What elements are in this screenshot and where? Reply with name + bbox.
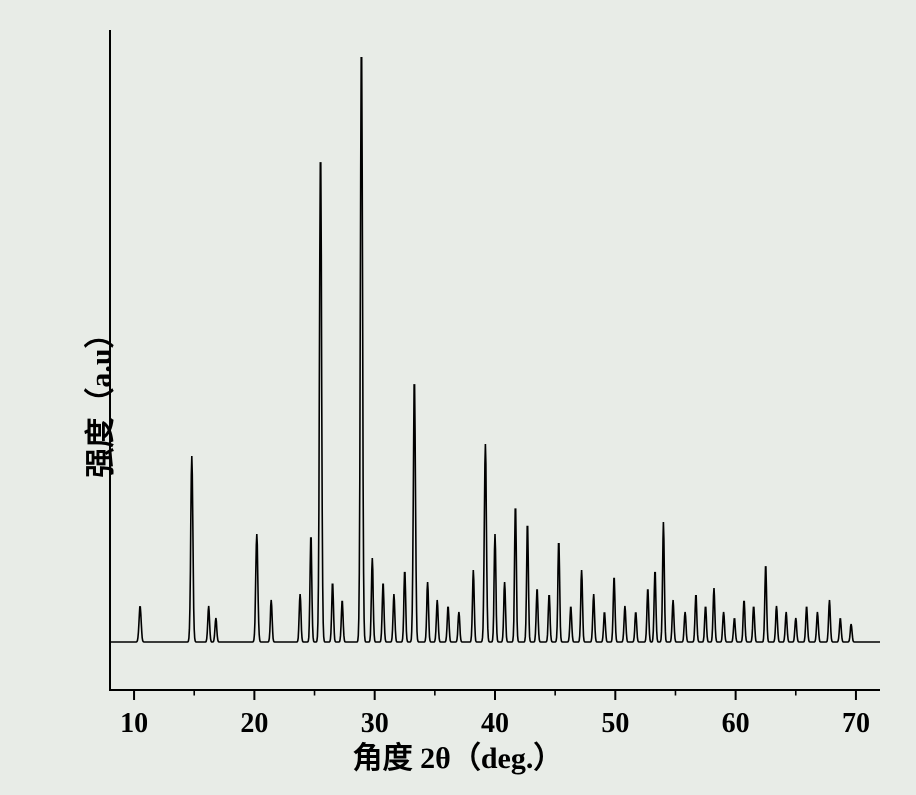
x-tick-label: 70	[842, 708, 870, 739]
x-tick-label: 50	[601, 708, 629, 739]
x-tick-label: 60	[722, 708, 750, 739]
x-tick-label: 20	[240, 708, 268, 739]
x-axis-label: 角度 2θ（deg.）	[353, 733, 564, 777]
chart-svg: 10203040506070	[0, 0, 916, 795]
y-axis-label: 强度（a.u）	[76, 318, 120, 477]
xrd-chart: 10203040506070 强度（a.u） 角度 2θ（deg.）	[0, 0, 916, 795]
x-tick-label: 10	[120, 708, 148, 739]
